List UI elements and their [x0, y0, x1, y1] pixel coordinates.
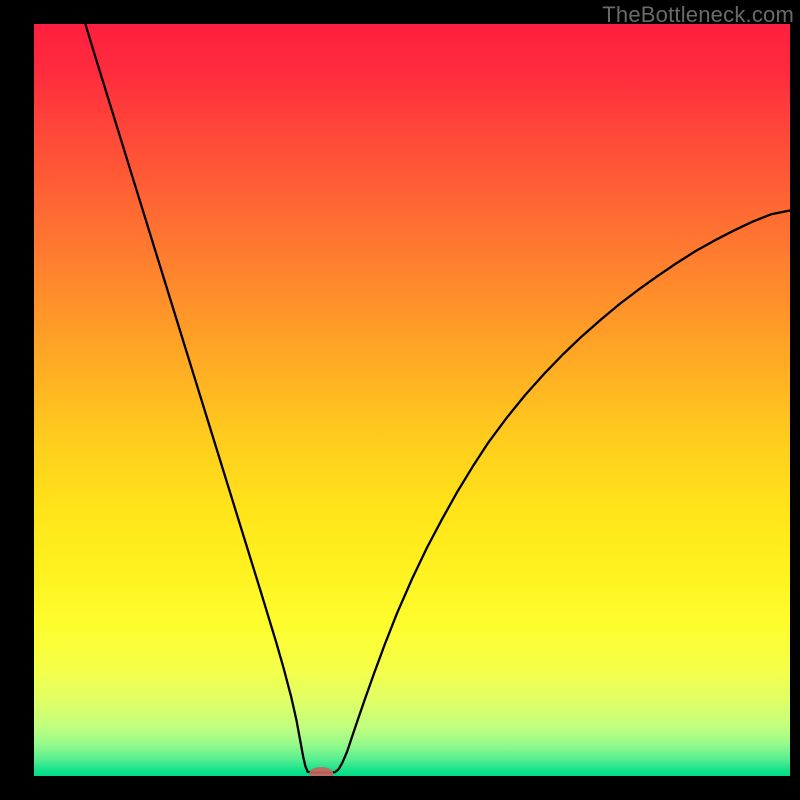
watermark-text: TheBottleneck.com — [602, 2, 794, 28]
plot-background — [34, 24, 790, 776]
chart-container: TheBottleneck.com — [0, 0, 800, 800]
bottleneck-chart — [0, 0, 800, 800]
